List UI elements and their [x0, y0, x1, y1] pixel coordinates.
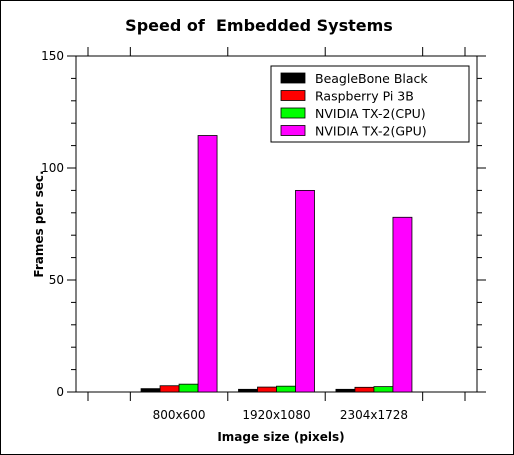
legend: BeagleBone Black Raspberry Pi 3B NVIDIA TX…: [270, 65, 470, 143]
y-tick-label: 0: [56, 385, 64, 399]
legend-swatch: [280, 90, 306, 101]
bar: [257, 386, 277, 393]
x-tick-label: 800x600: [153, 408, 206, 422]
bars: [140, 135, 413, 393]
y-tick-label: 50: [49, 273, 64, 287]
bar: [276, 385, 296, 393]
bar: [140, 388, 161, 393]
legend-label: NVIDIA TX-2(GPU): [315, 124, 427, 139]
y-axis-label: Frames per sec.: [32, 170, 46, 277]
bar: [373, 386, 394, 393]
y-tick-label: 100: [41, 161, 64, 175]
bar: [354, 386, 375, 393]
x-tick-labels: 800x600 1920x1080 2304x1728: [153, 408, 408, 422]
y-tick-labels: 0 50 100 150: [41, 49, 64, 399]
chart-title: Speed of Embedded Systems: [125, 16, 393, 35]
legend-swatch: [280, 72, 306, 84]
bar: [238, 388, 258, 393]
legend-label: NVIDIA TX-2(CPU): [315, 106, 426, 121]
bar: [392, 216, 413, 393]
bar: [197, 135, 218, 393]
axis-ticks: [67, 47, 486, 401]
x-tick-label: 2304x1728: [340, 408, 408, 422]
plot-area: [67, 47, 486, 401]
legend-label: Raspberry Pi 3B: [315, 89, 414, 104]
x-tick-label: 1920x1080: [242, 408, 310, 422]
bar: [159, 385, 180, 393]
bar: [335, 388, 356, 393]
y-tick-label: 150: [41, 49, 64, 63]
legend-swatch: [280, 107, 306, 119]
x-axis-label: Image size (pixels): [217, 430, 344, 444]
legend-swatch: [280, 125, 306, 136]
bar: [295, 189, 315, 393]
bar: [178, 383, 199, 393]
legend-label: BeagleBone Black: [315, 71, 428, 86]
